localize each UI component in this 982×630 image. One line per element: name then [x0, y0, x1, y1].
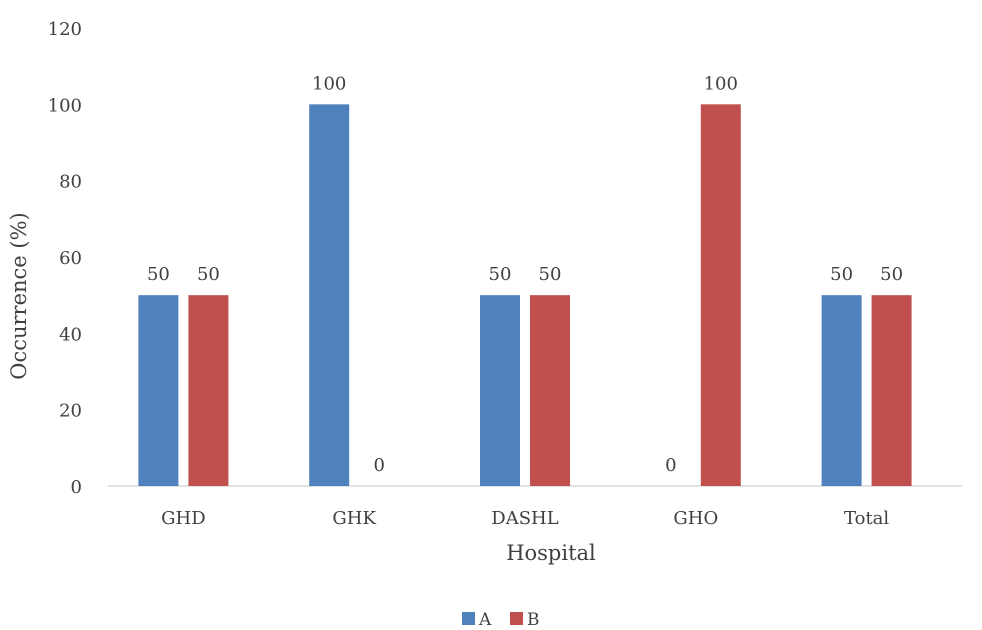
data-label: 50	[147, 264, 170, 285]
data-label: 50	[489, 264, 512, 285]
legend-label-A: A	[478, 610, 492, 630]
x-tick-label: GHD	[161, 508, 206, 529]
bar-A-DASHL	[480, 295, 520, 486]
legend-swatch-A	[462, 612, 475, 625]
y-tick-label: 60	[59, 248, 82, 269]
y-tick-label: 100	[48, 95, 82, 116]
y-tick-label: 0	[71, 477, 82, 498]
data-label: 0	[665, 455, 676, 476]
legend-label-B: B	[527, 610, 540, 630]
data-label: 100	[312, 73, 346, 94]
y-tick-label: 80	[59, 172, 82, 193]
y-axis-ticks: 0 20 40 60 80 100 120	[48, 19, 82, 498]
x-tick-label: Total	[844, 508, 889, 529]
legend-swatch-B	[510, 612, 523, 625]
data-label: 50	[539, 264, 562, 285]
x-tick-label: GHO	[673, 508, 718, 529]
bars	[138, 104, 912, 486]
bar-B-Total	[871, 295, 912, 486]
data-label: 50	[830, 264, 853, 285]
bar-A-Total	[821, 295, 862, 486]
bar-B-GHD	[188, 295, 229, 486]
bar-A-GHD	[138, 295, 179, 486]
x-tick-label: DASHL	[491, 508, 558, 529]
bar-B-DASHL	[530, 295, 570, 486]
y-axis-title: Occurrence (%)	[7, 212, 31, 380]
x-tick-label: GHK	[332, 508, 376, 529]
y-tick-label: 40	[59, 324, 82, 345]
y-tick-label: 20	[59, 401, 82, 422]
y-tick-label: 120	[48, 19, 82, 40]
data-label: 50	[880, 264, 903, 285]
bar-A-GHK	[309, 104, 350, 486]
bar-B-GHO	[700, 104, 741, 486]
data-label: 0	[373, 455, 384, 476]
data-labels: 50 50 100 0 50 50 0 100 50 50	[147, 73, 903, 476]
data-label: 100	[704, 73, 738, 94]
x-axis-ticks: GHD GHK DASHL GHO Total	[161, 508, 889, 529]
data-label: 50	[197, 264, 220, 285]
x-axis-title: Hospital	[506, 541, 596, 565]
